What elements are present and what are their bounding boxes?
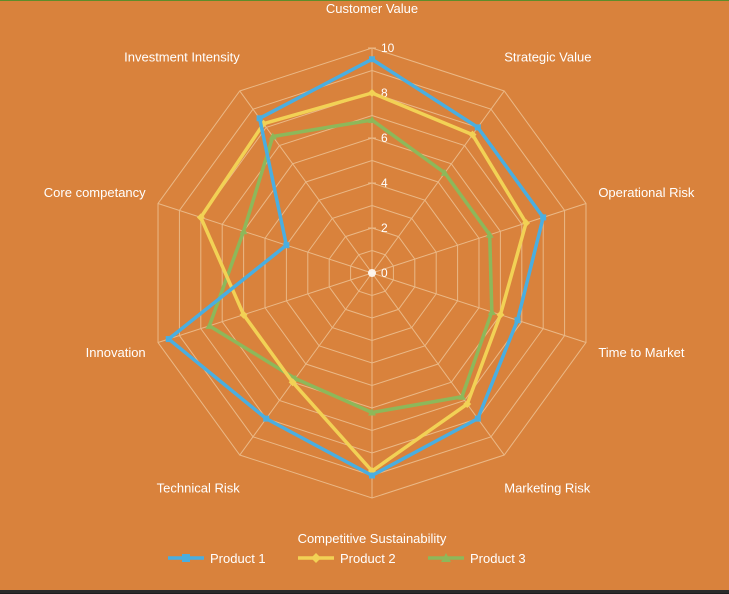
- data-point: [540, 214, 547, 221]
- series-product-3: [205, 116, 496, 416]
- grid-spoke: [371, 272, 505, 456]
- tick-label: 10: [381, 41, 395, 55]
- data-point: [165, 336, 172, 343]
- axis-label: Innovation: [86, 345, 146, 360]
- data-point: [474, 415, 481, 422]
- data-point: [468, 130, 477, 139]
- data-point: [256, 115, 263, 122]
- data-point: [268, 132, 277, 140]
- legend-item: Product 2: [298, 551, 396, 566]
- data-point: [182, 554, 190, 562]
- grid-spoke: [157, 202, 373, 274]
- series: [165, 56, 547, 479]
- data-point: [487, 307, 496, 315]
- data-point: [441, 553, 451, 562]
- data-point: [283, 242, 290, 249]
- grid: [157, 47, 587, 499]
- data-point: [485, 230, 494, 238]
- data-point: [474, 124, 481, 131]
- series-product-1: [165, 56, 547, 479]
- center-point: [368, 269, 376, 277]
- data-point: [369, 472, 375, 479]
- data-point: [239, 227, 248, 235]
- grid-spoke: [371, 202, 587, 274]
- data-point: [368, 89, 376, 97]
- data-point: [522, 218, 531, 227]
- tick-label: 6: [381, 131, 388, 145]
- data-point: [369, 56, 375, 63]
- data-point: [368, 408, 376, 416]
- grid-spoke: [239, 272, 373, 456]
- tick-label: 0: [381, 266, 388, 280]
- radial-ticks: 0 2 4 6 8 10: [368, 41, 395, 280]
- tick-label: 2: [381, 221, 388, 235]
- series-product-2: [196, 89, 531, 475]
- grid-spoke: [371, 272, 587, 344]
- data-point: [205, 321, 214, 329]
- legend-label: Product 3: [470, 551, 526, 566]
- grid-spoke: [371, 90, 505, 274]
- tick-label: 8: [381, 86, 388, 100]
- data-point: [311, 553, 321, 563]
- axis-label: Investment Intensity: [124, 49, 240, 64]
- axis-labels: Customer Value Strategic Value Operational…: [44, 1, 695, 546]
- grid-spoke: [157, 272, 373, 344]
- data-point: [463, 400, 472, 409]
- axis-label: Operational Risk: [598, 185, 695, 200]
- axis-label: Marketing Risk: [504, 481, 590, 496]
- data-point: [263, 415, 270, 422]
- axis-label: Strategic Value: [504, 49, 591, 64]
- legend: Product 1 Product 2 Product 3: [168, 551, 526, 566]
- axis-label: Competitive Sustainability: [298, 531, 447, 546]
- axis-label: Customer Value: [326, 1, 418, 16]
- data-point: [440, 168, 449, 176]
- tick-label: 4: [381, 176, 388, 190]
- data-point: [457, 392, 466, 400]
- legend-item: Product 1: [168, 551, 266, 566]
- axis-label: Technical Risk: [157, 481, 241, 496]
- legend-label: Product 2: [340, 551, 396, 566]
- data-point: [196, 213, 205, 222]
- axis-label: Core competancy: [44, 185, 146, 200]
- axis-label: Time to Market: [598, 345, 685, 360]
- legend-item: Product 3: [428, 551, 526, 566]
- legend-label: Product 1: [210, 551, 266, 566]
- data-point: [288, 378, 297, 387]
- data-point: [514, 317, 521, 324]
- data-point: [368, 116, 376, 123]
- data-point: [239, 310, 248, 319]
- data-point: [496, 310, 505, 319]
